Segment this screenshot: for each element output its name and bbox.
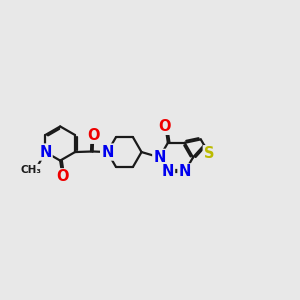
- Text: N: N: [178, 164, 191, 179]
- Text: N: N: [162, 164, 174, 179]
- Text: N: N: [153, 150, 166, 165]
- Text: O: O: [159, 119, 171, 134]
- Text: CH₃: CH₃: [20, 165, 41, 175]
- Text: N: N: [101, 145, 114, 160]
- Text: S: S: [204, 146, 214, 161]
- Text: N: N: [39, 145, 52, 160]
- Text: O: O: [87, 128, 100, 143]
- Text: O: O: [57, 169, 69, 184]
